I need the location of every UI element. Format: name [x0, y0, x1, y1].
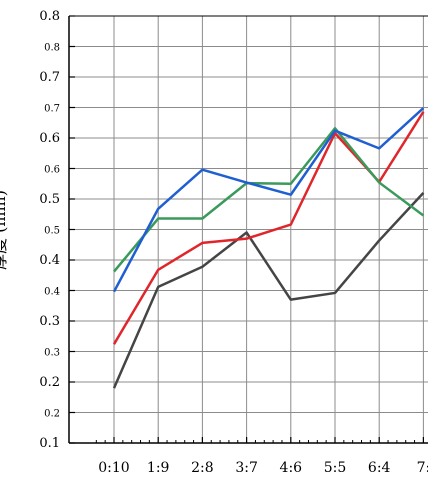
y-tick-label: 0.6 — [44, 165, 60, 176]
y-axis-label: 厚度 (mm) — [0, 190, 9, 270]
x-tick-label: 5:5 — [324, 460, 347, 476]
axis-ticks — [69, 15, 424, 444]
y-tick-label: 0.6 — [39, 131, 60, 146]
y-tick-label: 0.7 — [39, 70, 60, 85]
y-tick-label: 0.7 — [44, 104, 60, 115]
y-tick-label: 0.8 — [44, 43, 60, 54]
series-line-0 — [112, 107, 425, 293]
x-tick-label: 6:4 — [368, 460, 391, 476]
y-tick-label: 0.5 — [39, 192, 60, 207]
y-tick-label: 0.4 — [39, 253, 60, 268]
series-line-1 — [113, 126, 425, 273]
x-tick-label: 1:9 — [147, 460, 170, 476]
series-lines — [112, 107, 425, 389]
series-line-3 — [112, 192, 425, 389]
grid-lines — [69, 15, 428, 443]
y-tick-label: 0.5 — [44, 226, 60, 237]
y-tick-label: 0.3 — [44, 348, 60, 359]
y-tick-labels: 0.1 0.2 0.2 0.3 0.3 0.4 0.4 0.5 0.5 0.6 0.6 0.7 0.7 0… — [39, 9, 60, 451]
x-tick-label: 2:8 — [191, 460, 214, 476]
x-tick-label: 0:10 — [98, 460, 129, 476]
x-tick-label: 4:6 — [280, 460, 303, 476]
x-tick-label: 3:7 — [235, 460, 258, 476]
y-tick-label: 0.3 — [39, 314, 60, 329]
x-tick-labels: 0:10 1:9 2:8 3:7 4:6 5:5 6:4 7: — [98, 460, 428, 476]
x-tick-label: 7: — [417, 460, 428, 476]
y-tick-label: 0.8 — [39, 9, 60, 24]
y-tick-label: 0.2 — [44, 409, 60, 420]
y-tick-label: 0.4 — [44, 287, 60, 298]
y-tick-label: 0.1 — [39, 436, 60, 451]
y-tick-label: 0.2 — [39, 375, 60, 390]
